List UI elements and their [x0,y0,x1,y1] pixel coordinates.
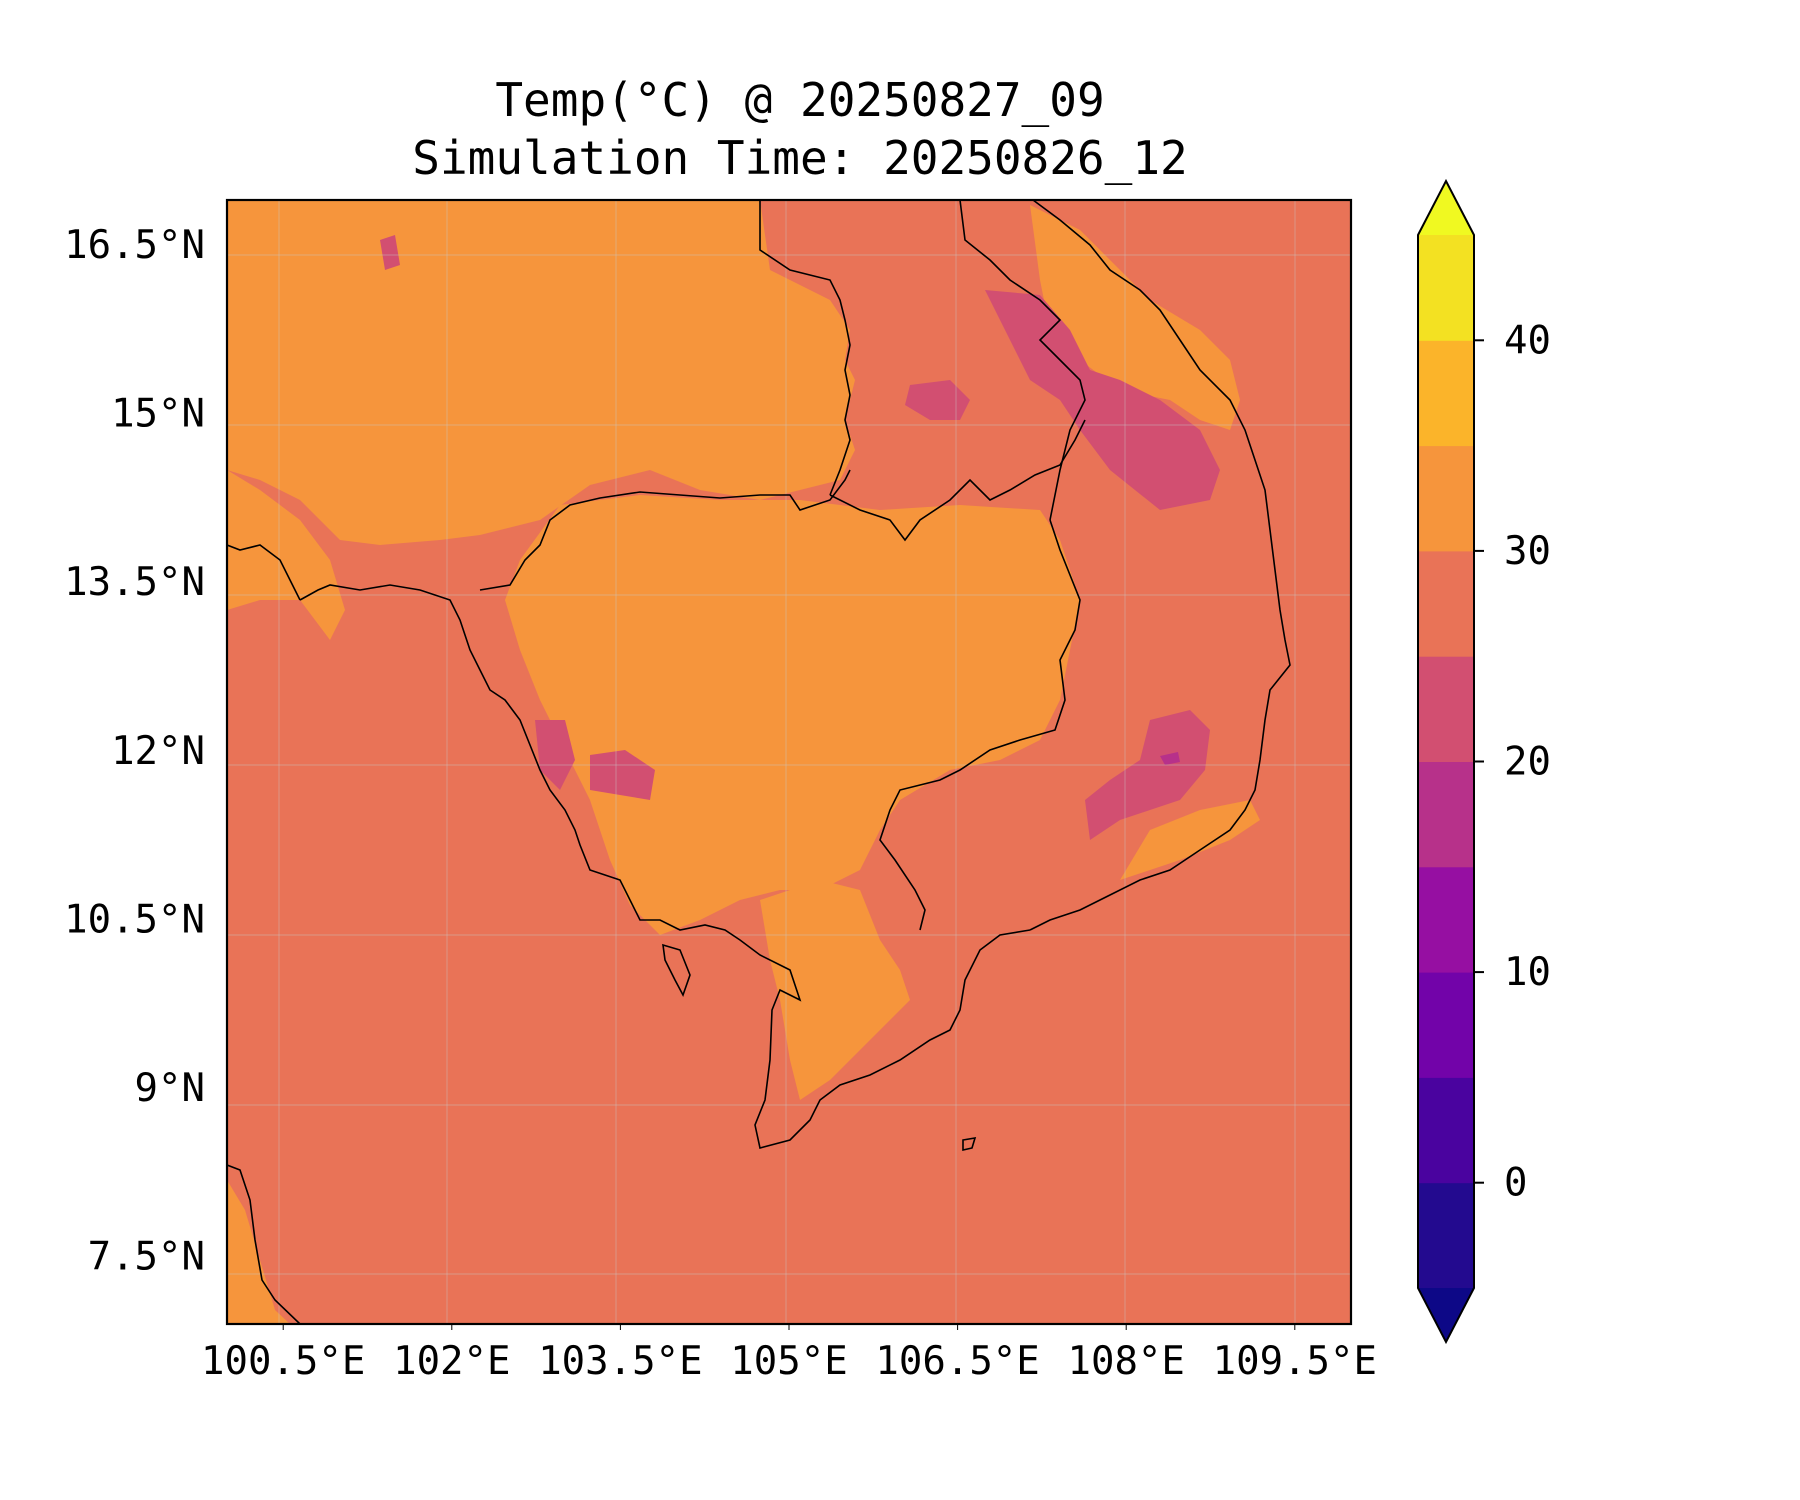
colorbar-level-band [1418,340,1474,447]
colorbar-level-band [1418,1182,1474,1289]
border-cambodia-vietnam [879,519,1081,931]
map-title: Temp(°C) @ 20250827_09 [495,73,1105,127]
contour-cool-highlands [1085,710,1210,840]
contour-warm-cambodia [505,495,1080,935]
coastline-vietnam-east [1029,200,1291,931]
colorbar-tick-label: 30 [1504,529,1551,574]
y-tick-label: 9°N [135,1066,205,1111]
colorbar: 0 10 20 30 40 [1417,178,1551,1345]
map-panel [225,198,1353,1326]
border-cambodia-laos [829,419,1086,542]
colorbar-level-band [1418,235,1474,341]
colorbar-level-band [1418,550,1474,657]
contour-warm-delta [760,880,910,1100]
contour-cool-spot [1160,752,1180,765]
colorbar-tick-label: 0 [1504,1161,1527,1206]
x-axis-tick-labels: 100.5°E 102°E 103.5°E 105°E 106.5°E 108°E 109.… [201,1324,1377,1384]
contour-warm-west [227,470,345,640]
map-subtitle: Simulation Time: 20250826_12 [412,131,1188,185]
contour-warm-north [227,200,855,545]
contour-cool-annamite [985,290,1220,510]
colorbar-level-band [1418,761,1474,868]
coastline-mekong-delta [299,584,1031,1149]
y-tick-label: 10.5°N [64,897,205,942]
x-tick-label: 105°E [730,1339,847,1384]
coastline-phu-quoc [662,943,691,997]
colorbar-tick-label: 20 [1504,740,1551,785]
y-tick-label: 15°N [111,392,205,437]
y-tick-label: 12°N [111,729,205,774]
contour-cool-laos [905,380,970,420]
gridlines [227,200,1351,1324]
contour-cool-cardamom2 [590,750,655,800]
x-tick-label: 100.5°E [201,1339,365,1384]
y-axis-tick-labels: 16.5°N 15°N 13.5°N 12°N 10.5°N 9°N 7.5°N [64,223,205,1280]
coastlines-borders [227,200,1291,1324]
y-tick-label: 7.5°N [88,1235,205,1280]
contour-cool-north [380,235,400,270]
x-tick-label: 103.5°E [538,1339,702,1384]
colorbar-over-extension [1418,181,1474,235]
x-tick-label: 106.5°E [875,1339,1039,1384]
contour-cool-cardamom [535,720,575,790]
colorbar-level-band [1418,1077,1474,1184]
x-tick-label: 102°E [393,1339,510,1384]
x-tick-label: 109.5°E [1213,1339,1377,1384]
colorbar-under-extension [1418,1288,1474,1342]
y-tick-label: 13.5°N [64,560,205,605]
coastline-malay [227,1164,301,1324]
coastline-gulf-thailand-west [227,544,301,601]
colorbar-level-band [1418,866,1474,973]
colorbar-level-band [1418,972,1474,1078]
colorbar-tick-label: 10 [1504,950,1551,995]
coastline-islands-south [962,1136,977,1151]
border-thailand-cambodia [479,469,851,591]
colorbar-level-band [1418,445,1474,552]
contour-warm-malay [227,1180,290,1324]
border-laos-vietnam [959,200,1086,521]
colorbar-level-band [1418,656,1474,762]
y-tick-label: 16.5°N [64,223,205,268]
contour-warm-northeast [1030,205,1240,430]
border-laos-thailand [759,200,851,496]
contour-warm-southcoast [1120,800,1260,880]
x-tick-label: 108°E [1067,1339,1184,1384]
colorbar-outline [1417,178,1475,1345]
temperature-contours [227,200,1351,1324]
colorbar-tick-label: 40 [1504,318,1551,363]
